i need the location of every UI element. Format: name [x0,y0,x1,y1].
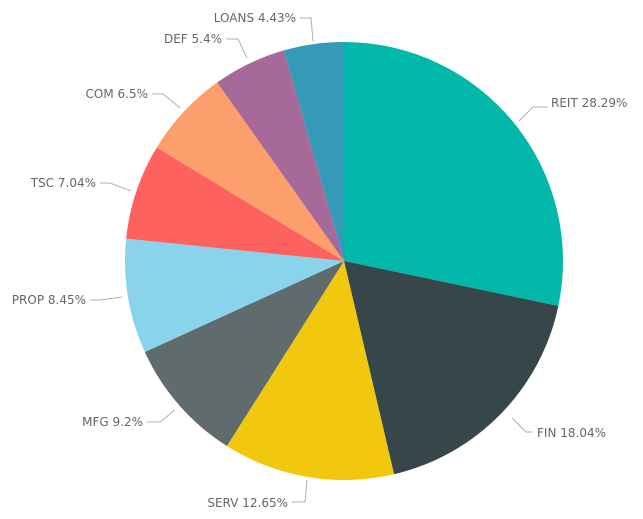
data-label-def: DEF 5.4% [164,32,222,46]
leader-line [300,17,314,42]
data-label-prop: PROP 8.45% [12,293,86,307]
leader-line [152,93,181,109]
data-label-mfg: MFG 9.2% [82,415,143,429]
leader-line [147,409,176,423]
pie-slice-loans[interactable] [283,42,344,261]
pie-slices [125,42,564,480]
data-label-com: COM 6.5% [86,87,148,101]
pie-slice-prop[interactable] [125,238,344,352]
leader-line [511,417,533,433]
leader-line [292,479,308,503]
data-label-fin: FIN 18.04% [537,426,606,440]
data-label-tsc: TSC 7.04% [30,176,96,190]
pie-slice-reit[interactable] [344,42,564,306]
leader-line [226,38,248,59]
data-label-reit: REIT 28.29% [551,96,627,110]
data-label-serv: SERV 12.65% [207,496,288,510]
pie-slice-serv[interactable] [226,261,395,480]
leader-line [100,182,132,192]
pie-slice-tsc[interactable] [126,147,345,261]
data-label-loans: LOANS 4.43% [214,11,296,25]
pie-slice-com[interactable] [156,82,344,262]
leader-line [90,296,123,301]
pie-slice-fin[interactable] [344,261,559,475]
leader-lines [90,17,548,503]
pie-slice-def[interactable] [217,50,344,262]
pie-slice-mfg[interactable] [144,261,344,447]
leader-line [518,106,548,122]
data-labels: REIT 28.29% FIN 18.04% SERV 12.65% MFG 9.2%… [12,11,628,510]
